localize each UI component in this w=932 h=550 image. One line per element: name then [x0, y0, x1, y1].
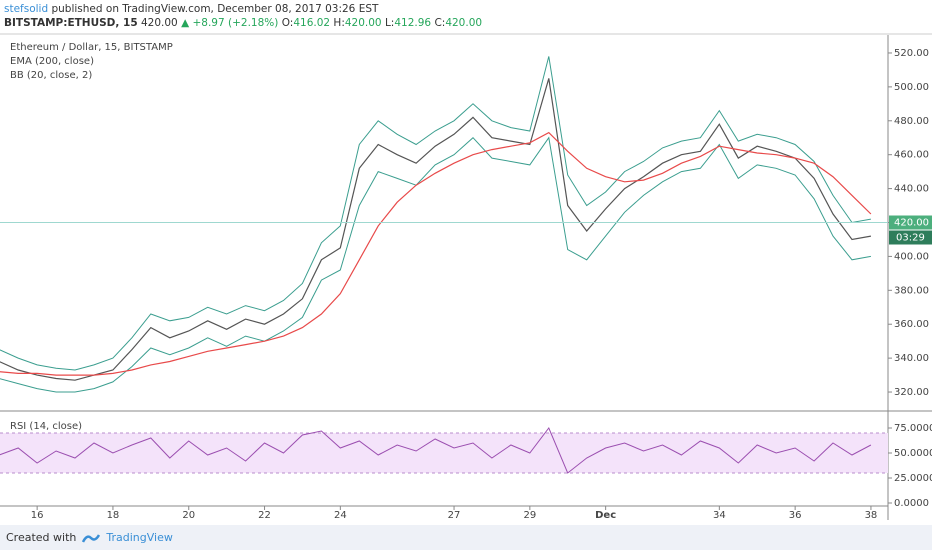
y-tick-label: 50.0000	[894, 448, 932, 459]
bb-lower	[0, 136, 871, 393]
x-tick-label: 34	[713, 510, 726, 521]
x-tick-label: 16	[31, 510, 44, 521]
y-tick-label: 380.00	[894, 285, 929, 296]
legend-entry: Ethereum / Dollar, 15, BITSTAMP	[10, 42, 173, 53]
footer-text: Created with	[6, 531, 77, 544]
published: published on TradingView.com, December 0…	[51, 3, 379, 15]
ema-line	[0, 131, 872, 376]
x-tick-label: 24	[334, 510, 347, 521]
ohlc: O:416.02 H:420.00 L:412.96 C:420.00	[282, 17, 482, 29]
legend-entry: EMA (200, close)	[10, 56, 94, 67]
last-price-box	[889, 215, 932, 230]
ohlc-label: H:	[333, 17, 345, 29]
y-tick-label: 0.0000	[894, 498, 929, 509]
timer-box	[889, 230, 932, 245]
ohlc-label: L:	[384, 17, 395, 29]
ohlc-label: C:	[434, 17, 446, 29]
footer-brand[interactable]: TradingView	[106, 531, 173, 544]
change: ▲ +8.97 (+2.18%)	[181, 17, 279, 29]
ohlc-value: 420.00	[344, 17, 382, 29]
x-tick-label: 20	[182, 510, 195, 521]
header: stefsolid published on TradingView.com, …	[4, 2, 482, 30]
y-tick-label: 360.00	[894, 319, 929, 330]
x-tick-label: 18	[107, 510, 120, 521]
author[interactable]: stefsolid	[4, 3, 49, 15]
y-tick-label: 460.00	[894, 150, 929, 161]
y-tick-label: 500.00	[894, 82, 929, 93]
price: 420.00	[140, 17, 178, 29]
y-tick-label: 75.0000	[894, 423, 932, 434]
bb-upper	[0, 56, 871, 371]
chart: 320.00 340.00 360.00 380.00 400.00 420.00 440.…	[0, 33, 932, 521]
x-tick-label: 29	[523, 510, 536, 521]
y-tick-label: 25.0000	[894, 473, 932, 484]
logo	[82, 533, 101, 543]
y-tick-label: 320.00	[894, 387, 929, 398]
publish-line: stefsolid published on TradingView.com, …	[4, 2, 482, 16]
rsi-line	[0, 427, 872, 474]
price-line	[0, 78, 872, 381]
rsi-band	[0, 433, 888, 473]
symbol: BITSTAMP:ETHUSD, 15	[4, 17, 138, 29]
symbol-line: BITSTAMP:ETHUSD, 15 420.00 ▲ +8.97 (+2.1…	[4, 16, 482, 30]
y-tick-label: 340.00	[894, 353, 929, 364]
x-tick-label: 22	[258, 510, 271, 521]
x-tick-label: 27	[448, 510, 461, 521]
y-tick-label: 480.00	[894, 116, 929, 127]
x-tick-label: Dec	[595, 510, 616, 521]
legend-entry: BB (20, close, 2)	[10, 70, 92, 81]
ohlc-value: 420.00	[445, 17, 483, 29]
last-price-label: 420.00	[894, 218, 929, 229]
x-tick-label: 38	[865, 510, 878, 521]
footer: Created with TradingView	[0, 525, 932, 550]
y-tick-label: 400.00	[894, 251, 929, 262]
y-tick-label: 440.00	[894, 184, 929, 195]
ohlc-value: 416.02	[293, 17, 331, 29]
timer-label: 03:29	[896, 233, 925, 244]
x-tick-label: 36	[789, 510, 802, 521]
ohlc-label: O:	[281, 17, 294, 29]
rsi-title: RSI (14, close)	[10, 421, 82, 432]
y-tick-label: 520.00	[894, 48, 929, 59]
ohlc-value: 412.96	[394, 17, 432, 29]
